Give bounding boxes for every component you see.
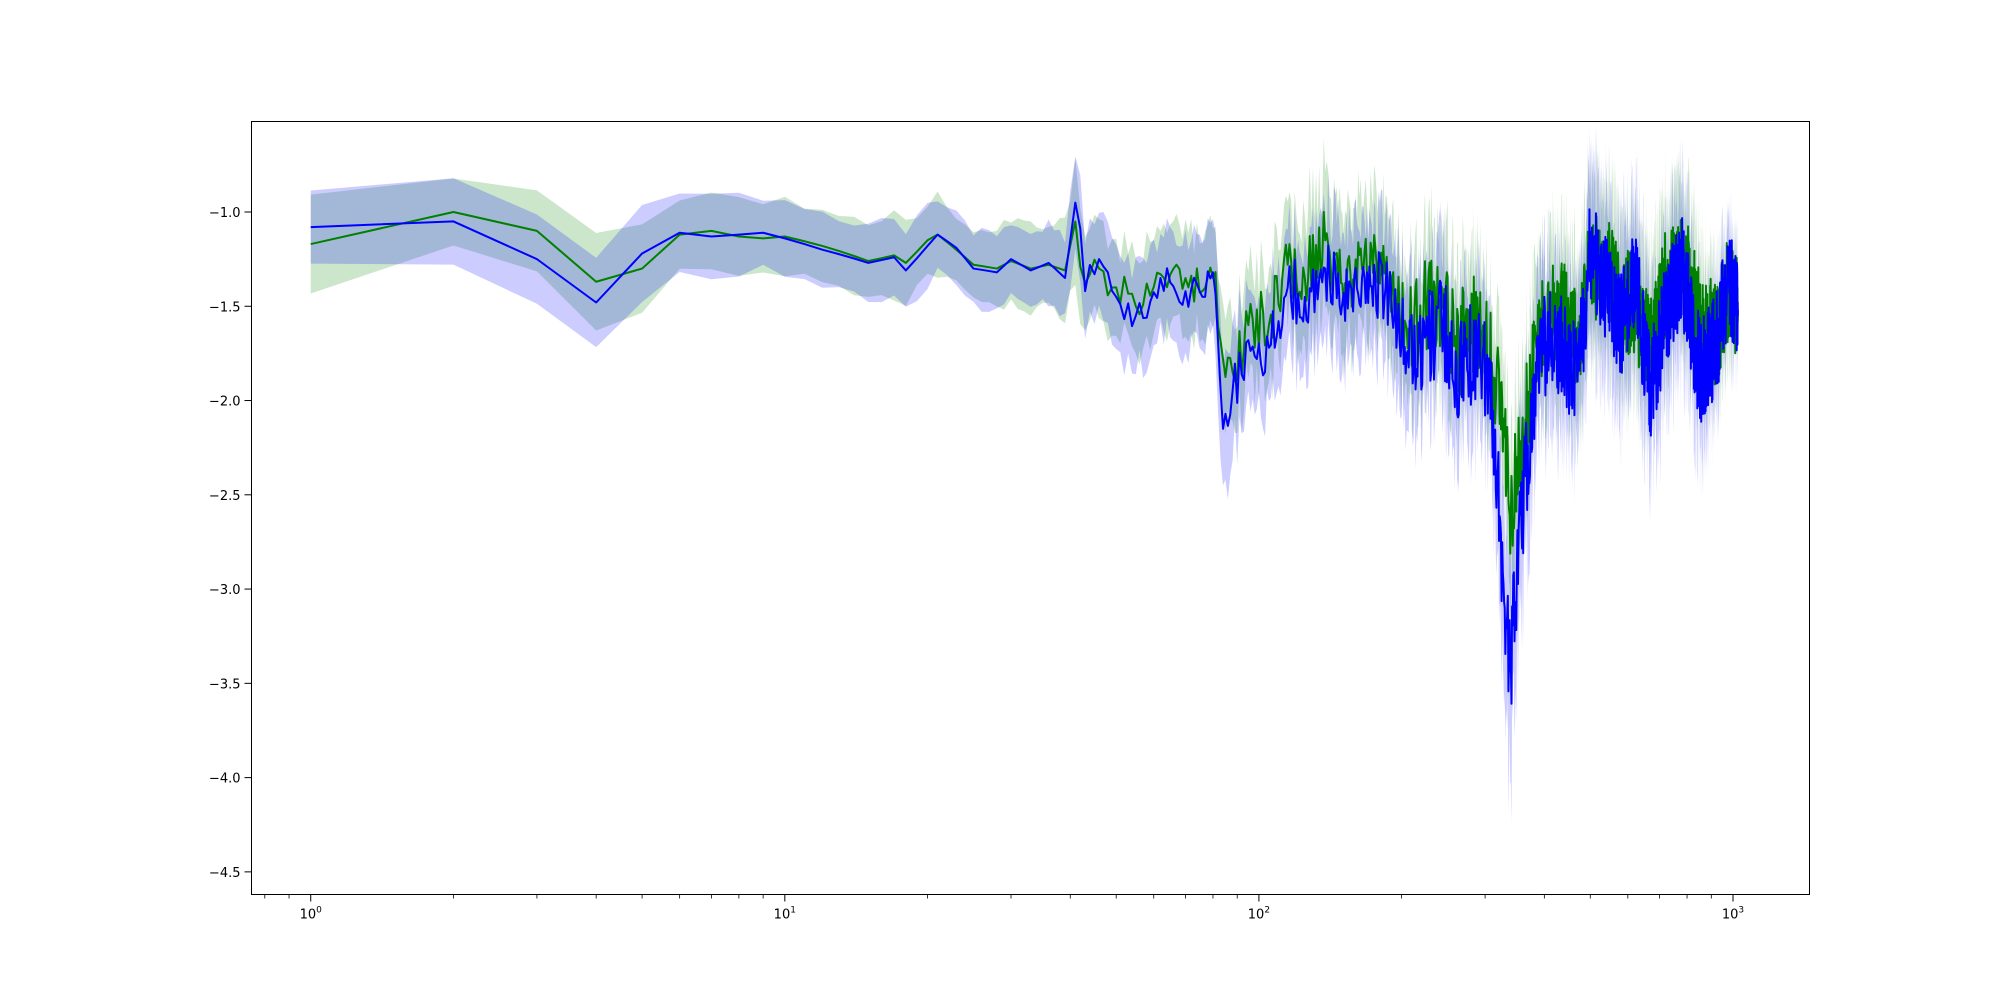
y-tick-label: −1.0 (209, 206, 241, 221)
y-tick-label: −1.5 (209, 300, 241, 315)
x-tick-label: 100 (300, 906, 323, 923)
series-lines (310, 201, 1739, 705)
y-tick-label: −2.5 (209, 489, 241, 504)
y-tick-label: −4.0 (209, 772, 241, 787)
x-tick-label: 102 (1248, 906, 1270, 923)
y-tick-label: −2.0 (209, 395, 241, 410)
y-tick-label: −3.0 (209, 583, 241, 598)
y-axis: −1.0 −1.5 −2.0 −2.5 −3.0 −3.5 −4.0 −4.5 (209, 206, 252, 881)
series-2-line (310, 201, 1739, 705)
series-2-band (310, 121, 1738, 825)
y-tick-label: −4.5 (209, 866, 241, 881)
plot-frame (251, 121, 1810, 895)
x-tick-label: 101 (774, 906, 796, 923)
y-tick-label: −3.5 (209, 677, 241, 692)
x-tick-label: 103 (1722, 906, 1744, 923)
x-axis: 100 101 102 103 (264, 894, 1744, 923)
